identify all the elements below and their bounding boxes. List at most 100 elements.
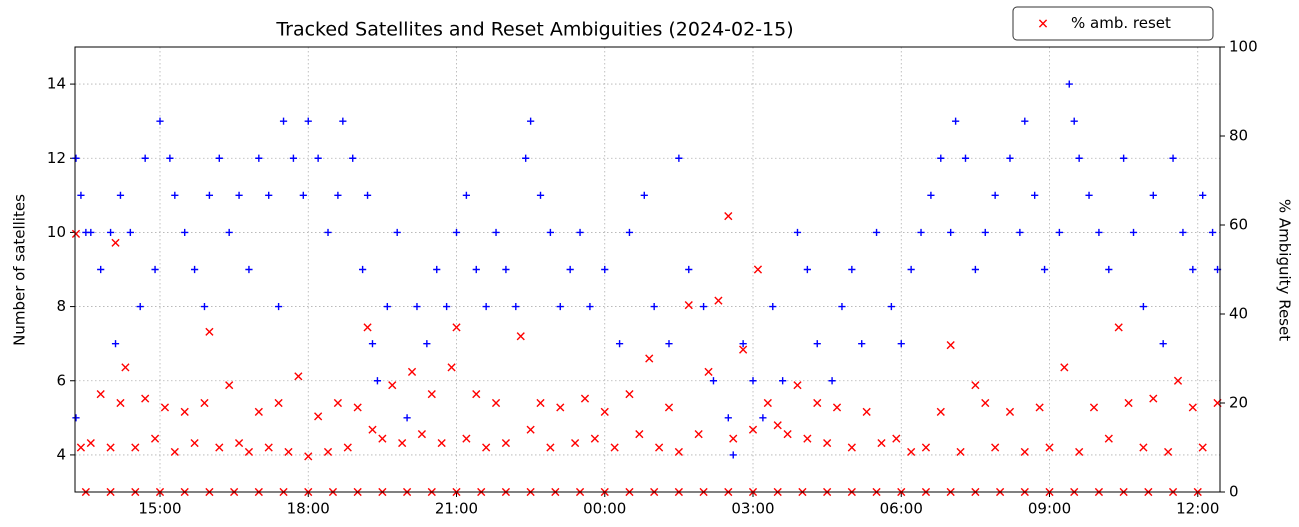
point (1149, 394, 1158, 403)
point (650, 302, 658, 311)
point (1173, 376, 1183, 385)
point (447, 363, 456, 372)
point (1105, 265, 1113, 274)
point (72, 414, 80, 422)
point (324, 228, 332, 237)
point (1035, 403, 1044, 412)
point (907, 447, 916, 457)
y-tick-label: 10 (47, 223, 66, 241)
point (590, 434, 599, 443)
point (546, 443, 555, 452)
point (87, 228, 95, 237)
point (76, 443, 86, 452)
point (363, 191, 372, 199)
point (1055, 228, 1063, 237)
point (600, 407, 609, 416)
point (892, 434, 901, 443)
point (491, 398, 501, 408)
point (156, 117, 164, 125)
point (427, 390, 436, 399)
point (971, 381, 980, 390)
y-axis-label: Number of satellites (11, 194, 29, 346)
point (462, 191, 470, 199)
point (265, 191, 273, 199)
point (773, 421, 782, 430)
point (991, 191, 999, 199)
x-tick-label: 18:00 (287, 500, 330, 518)
point (759, 414, 767, 422)
point (180, 407, 189, 416)
point (274, 302, 283, 311)
point (526, 425, 535, 434)
point (1065, 80, 1073, 88)
point (927, 191, 935, 199)
point (274, 398, 283, 408)
point (1095, 228, 1103, 237)
point (615, 340, 624, 348)
point (1139, 443, 1148, 452)
point (956, 447, 965, 457)
legend-marker (1038, 19, 1048, 28)
point (398, 438, 407, 448)
point (1045, 443, 1054, 452)
point (368, 425, 377, 434)
point (368, 340, 377, 348)
point (363, 323, 372, 332)
point (1169, 154, 1177, 162)
point (566, 265, 574, 274)
point (333, 398, 342, 408)
point (1179, 228, 1187, 237)
point (255, 154, 263, 162)
point (244, 447, 254, 457)
point (991, 443, 1000, 452)
point (586, 302, 594, 311)
y2-tick-label: 20 (1229, 394, 1248, 412)
point (403, 414, 411, 422)
point (205, 327, 214, 336)
point (961, 154, 970, 162)
y2-tick-label: 100 (1229, 38, 1258, 56)
point (887, 302, 895, 311)
point (536, 191, 545, 199)
point (1089, 403, 1099, 412)
point (803, 434, 812, 443)
point (724, 212, 733, 221)
point (151, 265, 159, 274)
point (1208, 228, 1217, 237)
point (353, 403, 362, 412)
point (580, 394, 590, 403)
y-tick-label: 8 (56, 297, 66, 315)
point (685, 265, 693, 274)
point (235, 191, 243, 199)
point (858, 340, 866, 348)
point (304, 452, 313, 461)
point (492, 228, 500, 237)
point (166, 154, 174, 162)
point (339, 117, 347, 125)
x-tick-label: 06:00 (880, 500, 923, 518)
point (897, 340, 905, 348)
point (556, 302, 564, 311)
y-tick-label: 6 (56, 371, 66, 389)
point (1031, 191, 1039, 199)
point (576, 228, 584, 237)
point (86, 438, 95, 448)
point (823, 438, 832, 448)
point (971, 265, 979, 274)
point (378, 434, 387, 443)
point (1114, 323, 1123, 332)
point (1188, 403, 1197, 412)
point (452, 228, 461, 237)
point (546, 228, 554, 237)
point (512, 302, 520, 311)
point (215, 443, 224, 452)
point (635, 430, 644, 439)
point (729, 451, 737, 459)
point (625, 228, 634, 237)
point (1020, 447, 1029, 457)
point (813, 398, 822, 408)
point (1124, 398, 1133, 408)
point (601, 265, 609, 274)
legend-box (1012, 6, 1214, 41)
point (625, 390, 634, 399)
